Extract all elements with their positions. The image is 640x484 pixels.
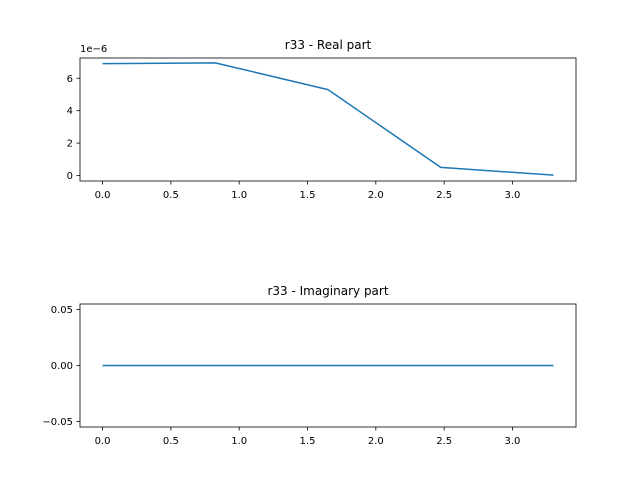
- real-x-tick-label: 3.0: [505, 190, 521, 201]
- imaginary-x-tick-label: 1.0: [231, 436, 247, 447]
- imaginary-y-tick-label: 0.05: [51, 305, 73, 316]
- imaginary-x-tick-label: 0.0: [95, 436, 111, 447]
- real-y-tick-label: 6: [67, 74, 73, 85]
- real-y-tick-label: 0: [67, 171, 73, 182]
- imaginary-x-tick-label: 0.5: [163, 436, 179, 447]
- real-x-tick-label: 0.5: [163, 190, 179, 201]
- real-offset-text: 1e−6: [80, 44, 107, 55]
- imaginary-y-tick-label: 0.00: [51, 361, 73, 372]
- chart-imaginary-part: 0.0 0.5 1.0 1.5 2.0 2.5 3.0 −0.05 0.00 0.05 r33 - …: [42, 284, 576, 447]
- imaginary-chart-title: r33 - Imaginary part: [267, 284, 388, 298]
- imaginary-x-tick-label: 3.0: [505, 436, 521, 447]
- real-x-tick-label: 0.0: [95, 190, 111, 201]
- imaginary-y-tick-label: −0.05: [42, 417, 73, 428]
- real-series-line: [103, 63, 554, 175]
- chart-real-part: 0.0 0.5 1.0 1.5 2.0 2.5 3.0 0 2 4 6 1e−6 r33 - Real …: [67, 38, 576, 201]
- imaginary-x-tick-label: 1.5: [300, 436, 316, 447]
- real-axes-frame: [80, 58, 576, 181]
- real-y-tick-label: 2: [67, 139, 73, 150]
- real-x-tick-label: 1.0: [231, 190, 247, 201]
- imaginary-x-tick-label: 2.5: [436, 436, 452, 447]
- real-y-tick-label: 4: [67, 106, 73, 117]
- real-x-tick-label: 1.5: [300, 190, 316, 201]
- real-x-tick-label: 2.0: [368, 190, 384, 201]
- real-x-tick-label: 2.5: [436, 190, 452, 201]
- imaginary-x-tick-label: 2.0: [368, 436, 384, 447]
- real-chart-title: r33 - Real part: [285, 38, 372, 52]
